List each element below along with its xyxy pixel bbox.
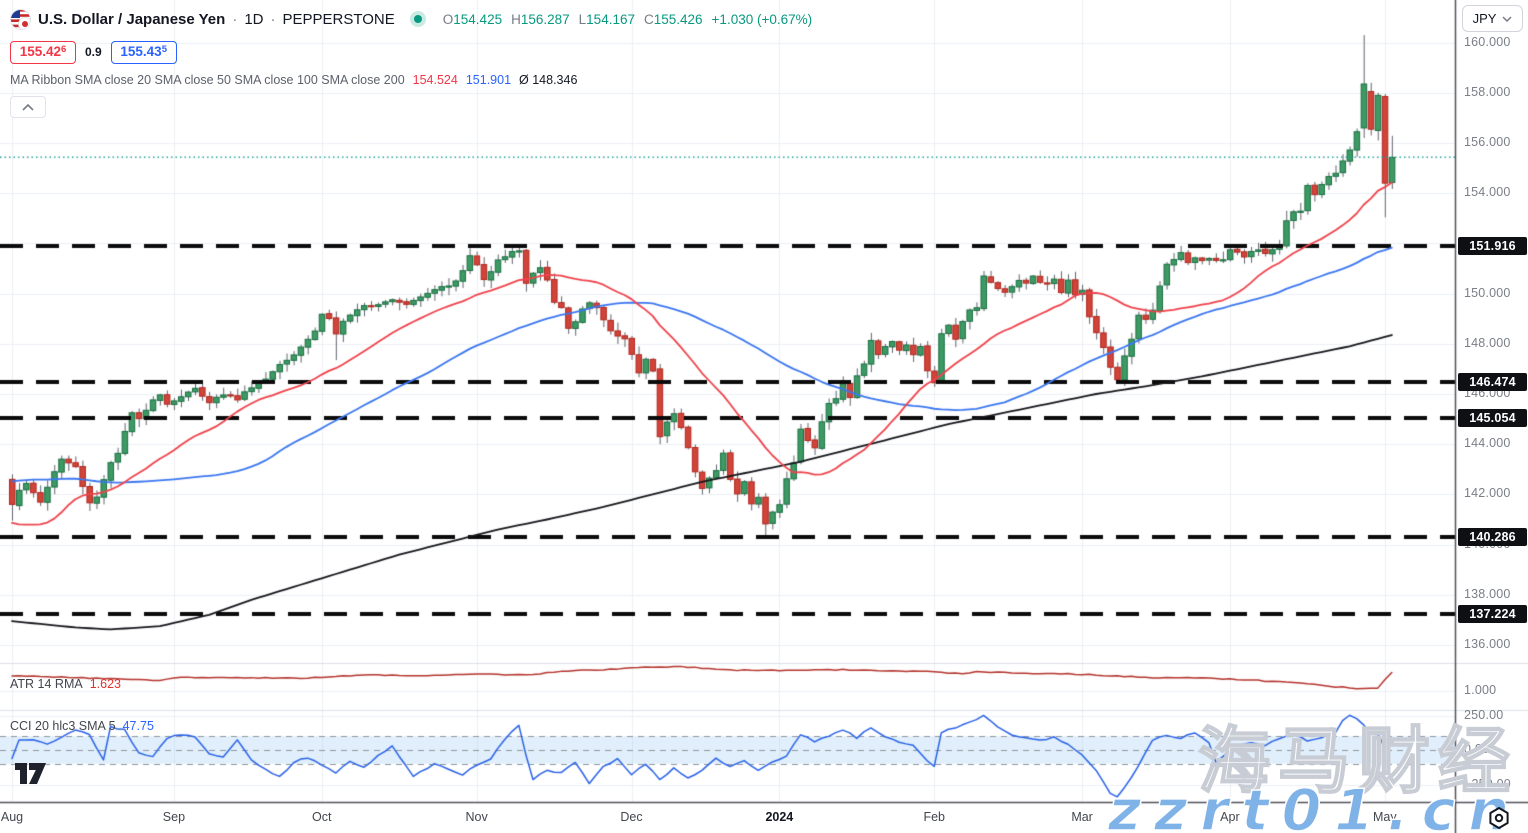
title-separator: · (232, 10, 238, 28)
market-open-dot-icon[interactable] (409, 11, 426, 27)
ma-ribbon-label: MA Ribbon SMA close 20 SMA close 50 SMA … (10, 73, 405, 87)
title-separator: · (270, 10, 276, 28)
atr-axis-label: 1.000 (1464, 683, 1497, 697)
price-tick-label: 138.000 (1464, 586, 1511, 601)
bid-ask-row: 155.42 6 0.9 155.43 5 (10, 40, 812, 64)
chevron-up-icon (22, 103, 34, 111)
chevron-down-icon (1502, 15, 1512, 22)
symbol-title[interactable]: U.S. Dollar / Japanese Yen (38, 10, 226, 28)
time-tick-label: May (1372, 810, 1397, 824)
chart-header: U.S. Dollar / Japanese Yen · 1D · PEPPER… (10, 6, 812, 118)
symbol-row: U.S. Dollar / Japanese Yen · 1D · PEPPER… (10, 6, 812, 32)
exchange-label[interactable]: PEPPERSTONE (282, 10, 395, 28)
cci-legend[interactable]: CCI 20 hlc3 SMA 5 47.75 (10, 719, 154, 733)
sma20-value: 154.524 (412, 73, 458, 87)
spread-value: 0.9 (85, 45, 102, 59)
timeframe-label[interactable]: 1D (244, 10, 264, 28)
collapse-legend-button[interactable] (10, 96, 46, 118)
atr-legend[interactable]: ATR 14 RMA 1.623 (10, 677, 121, 691)
sma50-value: 151.901 (465, 73, 512, 87)
price-level-badge: 137.224 (1458, 605, 1527, 624)
price-level-badge: 140.286 (1458, 528, 1527, 547)
buy-ask-button[interactable]: 155.43 5 (110, 40, 177, 64)
atr-label: ATR 14 RMA (10, 677, 83, 691)
price-level-badge: 151.916 (1458, 236, 1527, 255)
price-level-badge: 146.474 (1458, 373, 1527, 392)
ohlc-readout: O154.425 H156.287 L154.167 C155.426 +1.0… (442, 11, 813, 27)
cci-value: 47.75 (122, 719, 154, 733)
time-tick-label: Mar (1071, 810, 1093, 824)
price-tick-label: 156.000 (1464, 135, 1511, 149)
currency-dropdown[interactable]: JPY (1462, 5, 1523, 32)
sma-slow-value: Ø 148.346 (519, 73, 578, 87)
time-tick-label: Aug (0, 810, 24, 824)
change-readout: +1.030 (+0.67%) (711, 11, 813, 27)
price-tick-label: 148.000 (1464, 335, 1511, 350)
time-tick-label: 2024 (765, 810, 794, 824)
price-level-badge: 145.054 (1458, 408, 1527, 427)
cci-axis-label: 250.00 (1464, 707, 1504, 722)
time-tick-label: Apr (1220, 810, 1240, 824)
time-tick-label: Dec (620, 810, 643, 824)
cci-axis-label: −250.00 (1464, 776, 1511, 791)
cci-axis-label: 0.00 (1464, 742, 1490, 756)
usdjpy-flag-icon (10, 8, 31, 30)
currency-label: JPY (1472, 11, 1497, 26)
atr-value: 1.623 (89, 677, 121, 691)
ma-ribbon-legend[interactable]: MA Ribbon SMA close 20 SMA close 50 SMA … (10, 73, 812, 87)
price-tick-label: 158.000 (1464, 84, 1511, 99)
sell-bid-button[interactable]: 155.42 6 (10, 40, 76, 64)
gear-icon[interactable] (1487, 806, 1511, 830)
price-tick-label: 142.000 (1464, 486, 1511, 501)
price-tick-label: 136.000 (1464, 637, 1511, 651)
cci-label: CCI 20 hlc3 SMA 5 (10, 719, 116, 733)
price-tick-label: 150.000 (1464, 285, 1511, 300)
time-tick-label: Oct (312, 810, 332, 824)
time-tick-label: Nov (465, 810, 488, 824)
time-tick-label: Sep (162, 810, 186, 824)
price-axis[interactable]: 160.000 158.000 156.000 154.000 150.000 148.0… (1457, 0, 1528, 802)
time-tick-label: Feb (923, 810, 945, 824)
price-tick-label: 154.000 (1464, 185, 1511, 200)
price-tick-label: 144.000 (1464, 436, 1511, 451)
price-tick-label: 160.000 (1464, 34, 1511, 49)
tradingview-logo[interactable] (14, 762, 47, 786)
time-axis[interactable]: Aug Sep Oct Nov Dec 2024 Feb Mar Apr May (0, 803, 1455, 833)
